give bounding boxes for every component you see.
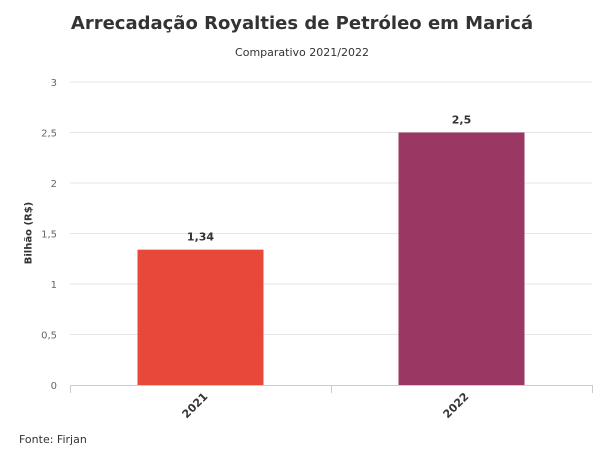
data-labels: 1,34 2,5 (187, 114, 471, 244)
y-tick-label: 3 (51, 78, 57, 89)
y-tick-label: 1 (51, 280, 57, 291)
chart-title: Arrecadação Royalties de Petróleo em Mar… (70, 13, 534, 34)
chart-subtitle: Comparativo 2021/2022 (235, 46, 369, 59)
bars (137, 132, 525, 385)
bar-2022 (398, 132, 525, 385)
y-tick-label: 2 (51, 179, 57, 190)
data-label-2022: 2,5 (452, 114, 472, 127)
y-tick-label: 0 (51, 381, 57, 392)
x-axis (70, 385, 593, 393)
y-tick-label: 0,5 (41, 331, 57, 342)
x-tick-label-2022: 2022 (441, 390, 472, 421)
source-note: Fonte: Firjan (19, 433, 87, 446)
bar-2021 (137, 249, 264, 385)
y-tick-label: 1,5 (41, 230, 57, 241)
data-label-2021: 1,34 (187, 231, 214, 244)
x-axis-ticks: 2021 2022 (180, 390, 472, 421)
x-tick-label-2021: 2021 (180, 390, 211, 421)
y-axis-ticks: 0 0,5 1 1,5 2 2,5 3 (41, 78, 57, 392)
y-tick-label: 2,5 (41, 129, 57, 140)
